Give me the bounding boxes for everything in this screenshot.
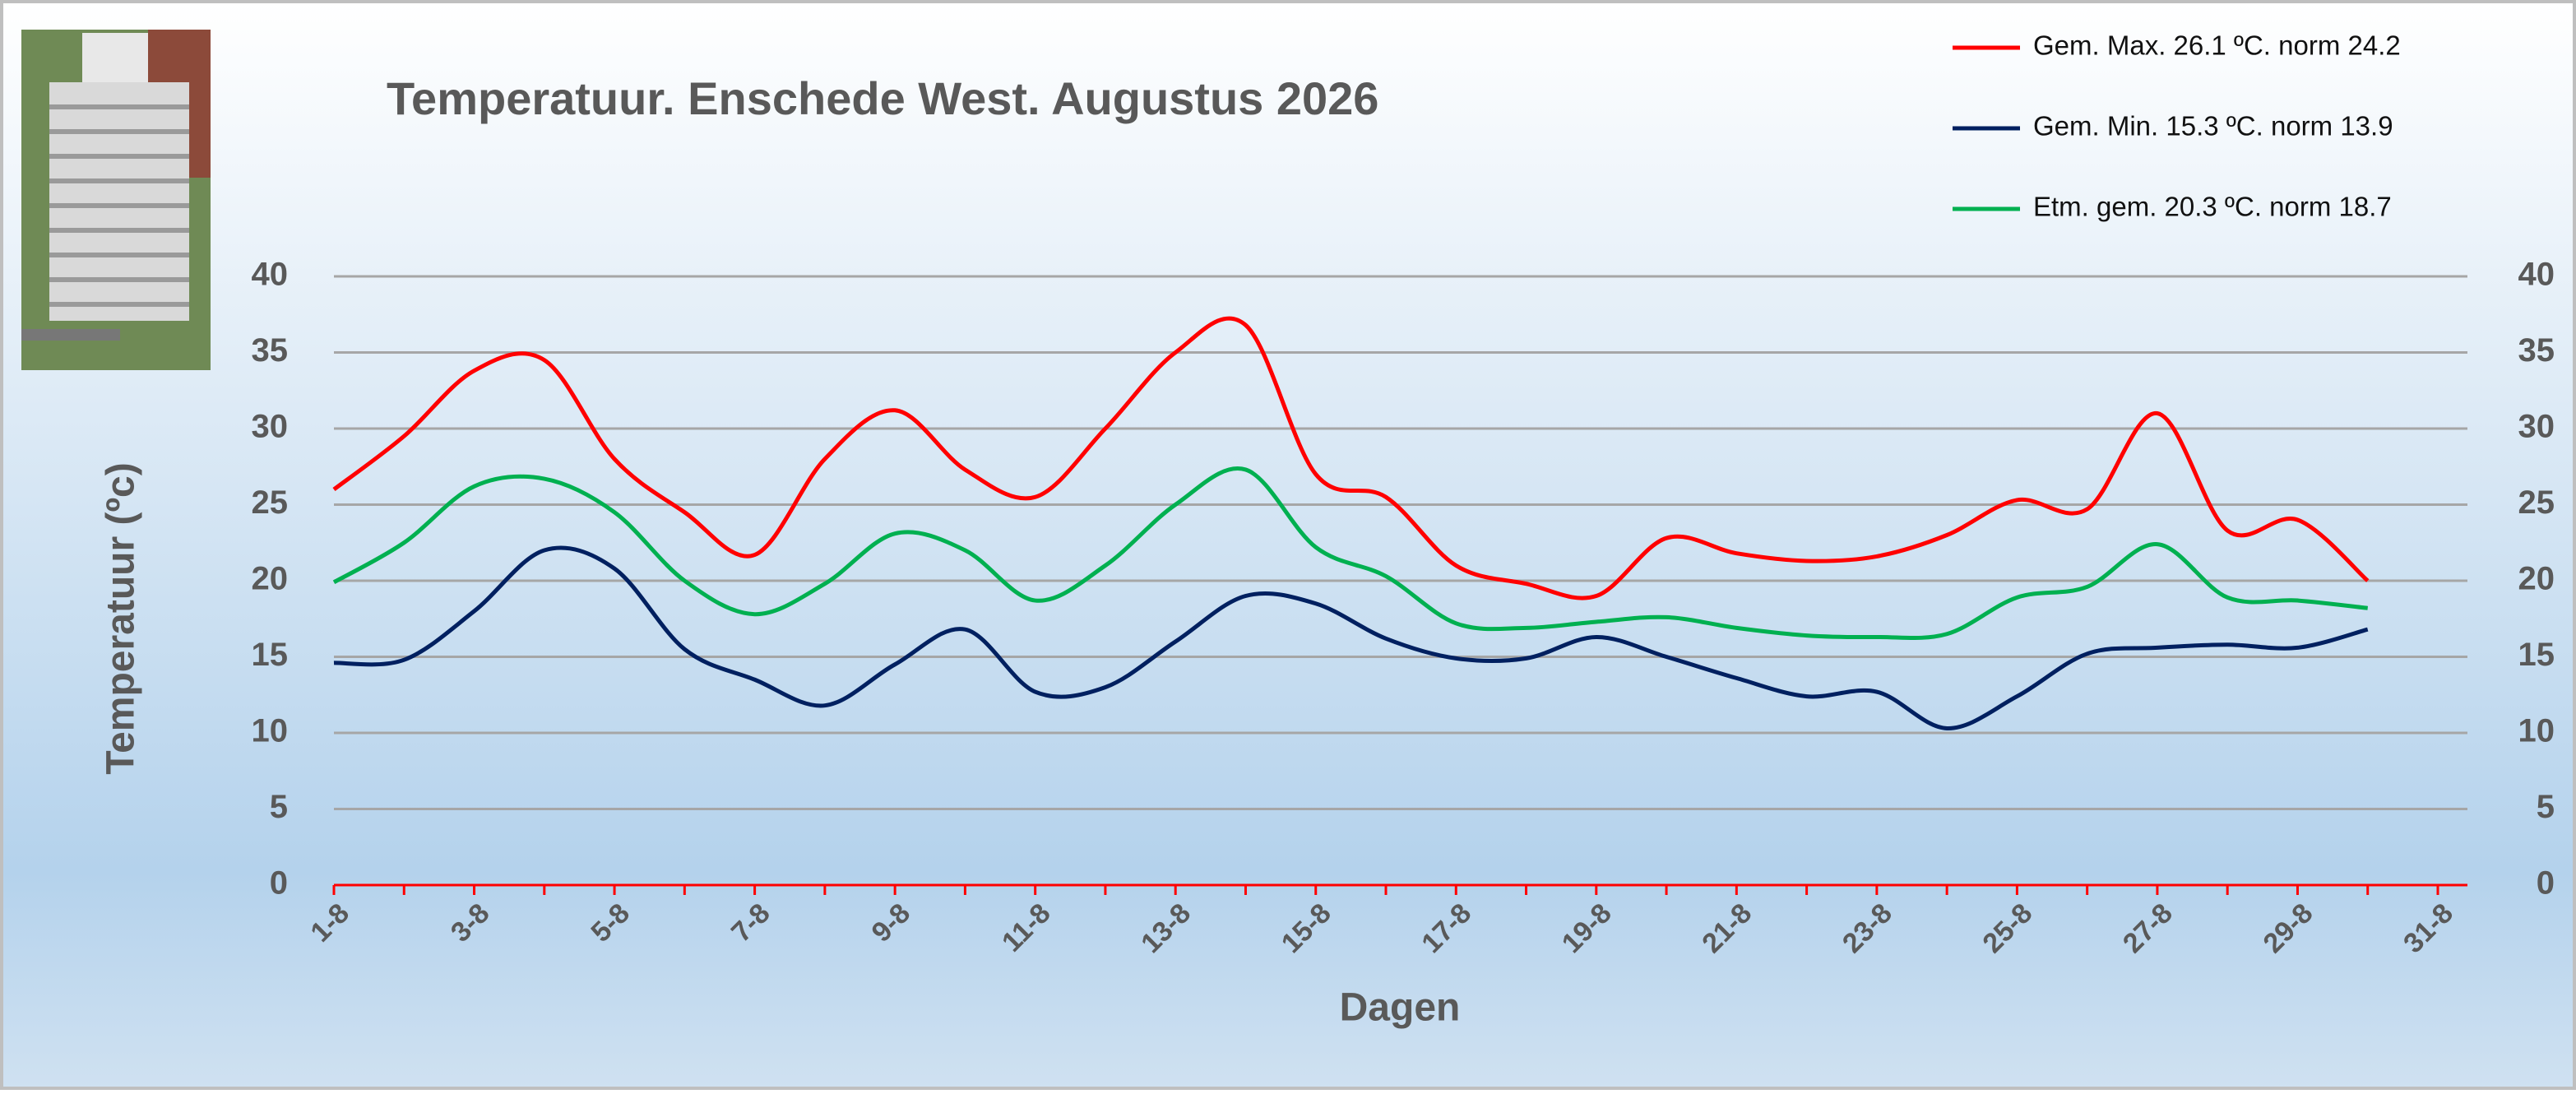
chart-title: Temperatuur. Enschede West. Augustus 202… — [387, 72, 1378, 124]
y-tick-label: 0 — [270, 865, 288, 902]
series-line — [332, 316, 2370, 600]
series-line — [332, 466, 2368, 640]
photo — [21, 30, 211, 370]
y2-tick-label: 40 — [2518, 257, 2555, 293]
y-tick-label: 15 — [252, 637, 289, 673]
y2-tick-label: 0 — [2537, 865, 2555, 902]
y2-tick-label: 10 — [2518, 713, 2555, 749]
series-line — [333, 545, 2369, 730]
y2-tick-label: 5 — [2537, 789, 2555, 825]
legend-label: Gem. Max. 26.1 ºC. norm 24.2 — [2033, 30, 2401, 61]
y-axis-label: Temperatuur (ºc) — [100, 462, 143, 774]
y2-tick-label: 25 — [2518, 484, 2555, 521]
y-tick-label: 20 — [252, 561, 289, 597]
y2-tick-label: 30 — [2518, 409, 2555, 445]
y-tick-label: 25 — [252, 484, 289, 521]
y-tick-label: 35 — [252, 332, 289, 369]
x-axis-label: Dagen — [1340, 986, 1461, 1030]
y2-tick-label: 35 — [2518, 332, 2555, 369]
y-tick-label: 40 — [252, 257, 289, 293]
y-tick-label: 5 — [270, 789, 288, 825]
y-tick-label: 10 — [252, 713, 289, 749]
y-tick-label: 30 — [252, 409, 289, 445]
y2-tick-label: 15 — [2518, 637, 2555, 673]
y2-tick-label: 20 — [2518, 561, 2555, 597]
legend-label: Gem. Min. 15.3 ºC. norm 13.9 — [2033, 111, 2393, 141]
legend-label: Etm. gem. 20.3 ºC. norm 18.7 — [2033, 192, 2392, 222]
